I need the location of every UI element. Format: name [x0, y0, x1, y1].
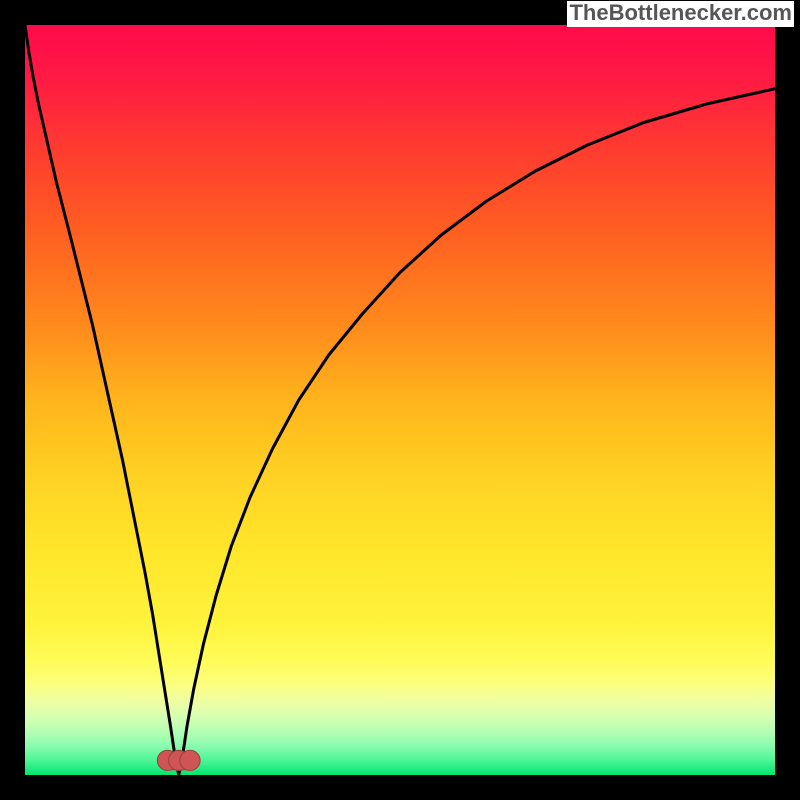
minimum-marker-dot — [180, 750, 200, 770]
plot-svg — [25, 25, 775, 775]
chart-frame: TheBottlenecker.com — [0, 0, 800, 800]
minimum-marker — [157, 750, 200, 770]
border-right — [775, 0, 800, 800]
border-left — [0, 0, 25, 800]
plot-area — [25, 25, 775, 775]
border-bottom — [0, 775, 800, 800]
watermark-label: TheBottlenecker.com — [567, 1, 794, 27]
gradient-background — [25, 25, 775, 775]
